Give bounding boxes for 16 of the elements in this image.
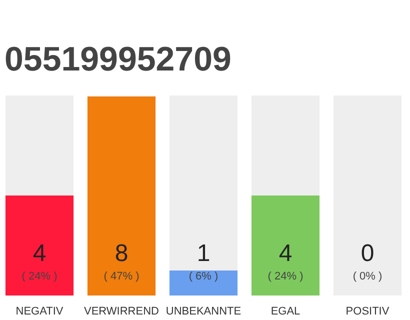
data-label: 8 (114, 240, 128, 267)
chart-title: 055199952709 (4, 40, 232, 78)
annotation: ( 6% ) (188, 270, 218, 282)
annotation: ( 47% ) (104, 270, 140, 282)
data-label: 4 (32, 240, 46, 267)
x-tick-label: UNBEKANNTE (166, 306, 242, 318)
x-tick-label: NEGATIV (16, 306, 64, 318)
x-tick-label: EGAL (270, 306, 300, 318)
annotation: ( 24% ) (22, 270, 58, 282)
x-tick-label: VERWIRREND (84, 306, 160, 318)
annotation: ( 24% ) (268, 270, 304, 282)
data-label: 0 (360, 240, 374, 267)
annotation: ( 0% ) (352, 270, 382, 282)
data-label: 4 (278, 240, 292, 267)
data-label: 1 (196, 240, 210, 267)
x-tick-label: POSITIV (346, 306, 390, 318)
